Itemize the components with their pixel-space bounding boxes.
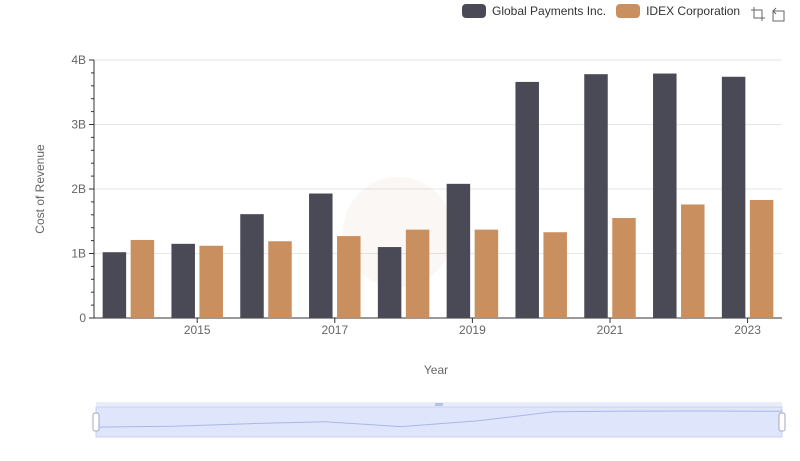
- y-tick-label: 4B: [71, 53, 86, 67]
- y-tick-label: 3B: [71, 118, 86, 132]
- zoom-handle-left[interactable]: [92, 412, 100, 432]
- legend: Global Payments Inc. IDEX Corporation: [462, 4, 750, 18]
- legend-item-global-payments[interactable]: Global Payments Inc.: [462, 4, 606, 18]
- bar-global-payments-2014: [102, 252, 127, 318]
- bar-global-payments-2022: [653, 73, 677, 318]
- legend-swatch-idex: [616, 4, 641, 18]
- y-tick-label: 1B: [71, 247, 86, 261]
- y-axis-title: Cost of Revenue: [33, 144, 47, 234]
- bar-idex-2019: [474, 229, 499, 318]
- bar-idex-2023: [749, 199, 774, 318]
- bar-global-payments-2021: [584, 74, 608, 318]
- zoom-icon[interactable]: [750, 6, 766, 22]
- bar-global-payments-2017: [309, 193, 333, 318]
- bar-global-payments-2016: [240, 214, 264, 318]
- legend-label-idex: IDEX Corporation: [646, 4, 741, 18]
- x-tick-label: 2023: [734, 323, 761, 337]
- bar-idex-2018: [405, 229, 430, 318]
- toolbox: [746, 6, 786, 22]
- bar-idex-2022: [681, 204, 705, 318]
- y-tick-label: 0: [79, 311, 86, 325]
- bar-idex-2021: [612, 218, 636, 318]
- x-axis-title: Year: [424, 363, 448, 377]
- bar-global-payments-2019: [446, 183, 471, 318]
- restore-icon[interactable]: [770, 6, 786, 22]
- bar-global-payments-2023: [721, 76, 746, 319]
- bar-global-payments-2015: [171, 243, 195, 318]
- legend-swatch-global-payments: [462, 4, 486, 18]
- bar-idex-2016: [268, 241, 292, 318]
- legend-label-global-payments: Global Payments Inc.: [492, 4, 607, 18]
- zoom-window: [95, 406, 783, 438]
- legend-item-idex[interactable]: IDEX Corporation: [616, 4, 740, 18]
- x-tick-label: 2019: [459, 323, 486, 337]
- zoom-preview-line: [95, 410, 783, 428]
- bar-idex-2020: [543, 232, 567, 318]
- zoom-drag-grip[interactable]: [435, 403, 443, 406]
- bar-idex-2015: [199, 245, 223, 318]
- zoom-handle-right[interactable]: [778, 412, 786, 432]
- bar-idex-2014: [130, 239, 155, 318]
- bar-global-payments-2018: [377, 247, 402, 318]
- x-tick-label: 2015: [184, 323, 211, 337]
- x-tick-label: 2017: [321, 323, 348, 337]
- bar-global-payments-2020: [515, 81, 539, 319]
- y-tick-label: 2B: [71, 182, 86, 196]
- bar-idex-2017: [337, 236, 361, 318]
- x-tick-label: 2021: [597, 323, 624, 337]
